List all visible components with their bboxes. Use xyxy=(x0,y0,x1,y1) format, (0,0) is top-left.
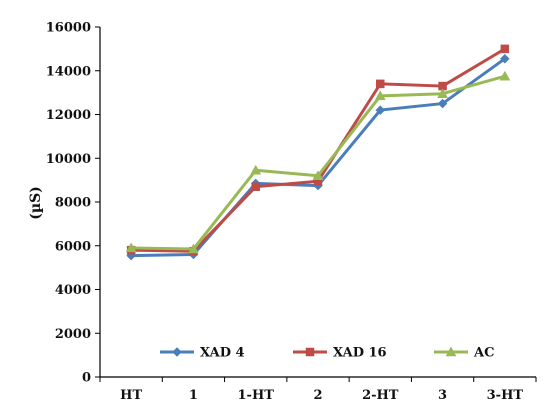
legend-marker xyxy=(445,346,457,357)
data-point xyxy=(312,170,324,180)
series-lines xyxy=(125,44,511,261)
series-0 xyxy=(126,53,510,261)
x-tick-label: 2 xyxy=(313,388,322,403)
x-tick-label: 1 xyxy=(189,388,198,403)
data-point xyxy=(125,242,137,253)
legend-entry: XAD 16 xyxy=(293,346,387,361)
data-point xyxy=(375,105,386,115)
series-line xyxy=(131,74,506,251)
series-line xyxy=(131,47,506,253)
y-tick-label: 10000 xyxy=(46,152,91,167)
data-point xyxy=(250,164,262,175)
x-tick-label: 2-HT xyxy=(362,388,399,403)
legend-entry: AC xyxy=(434,346,494,361)
series-line xyxy=(131,57,506,258)
y-axis-label: (µS) xyxy=(28,186,44,220)
data-point xyxy=(376,79,385,89)
data-point xyxy=(374,90,386,101)
y-tick-label: 8000 xyxy=(55,196,91,211)
y-tick-label: 12000 xyxy=(46,108,91,123)
legend-label: XAD 4 xyxy=(200,346,245,361)
legend-marker xyxy=(172,347,182,357)
data-point xyxy=(499,70,511,81)
y-tick-label: 0 xyxy=(82,371,91,386)
legend-marker xyxy=(305,347,315,357)
series-1 xyxy=(126,44,510,256)
x-tick-label: 1-HT xyxy=(238,388,275,403)
data-point xyxy=(500,53,510,64)
y-tick-label: 6000 xyxy=(55,239,91,254)
x-tick-label: 3-HT xyxy=(487,388,524,403)
legend: XAD 4 XAD 16 AC xyxy=(160,346,494,361)
y-tick-label: 4000 xyxy=(55,283,91,298)
x-tick-label: HT xyxy=(120,388,142,403)
data-point xyxy=(500,44,510,54)
legend-label: AC xyxy=(473,346,494,361)
legend-label: XAD 16 xyxy=(333,346,387,361)
series-2 xyxy=(125,70,511,254)
y-tick-label: 2000 xyxy=(55,327,91,342)
legend-entry: XAD 4 xyxy=(160,346,245,361)
y-tick-label: 16000 xyxy=(46,21,91,36)
data-point xyxy=(251,182,260,191)
data-point xyxy=(437,88,448,98)
x-tick-label: 3 xyxy=(438,388,447,403)
data-point xyxy=(188,243,199,254)
axes: 0 2000 4000 6000 8000 10000 12000 14000 16000 HT 1… xyxy=(46,21,537,403)
y-tick-label: 14000 xyxy=(46,64,91,79)
data-point xyxy=(437,98,448,109)
